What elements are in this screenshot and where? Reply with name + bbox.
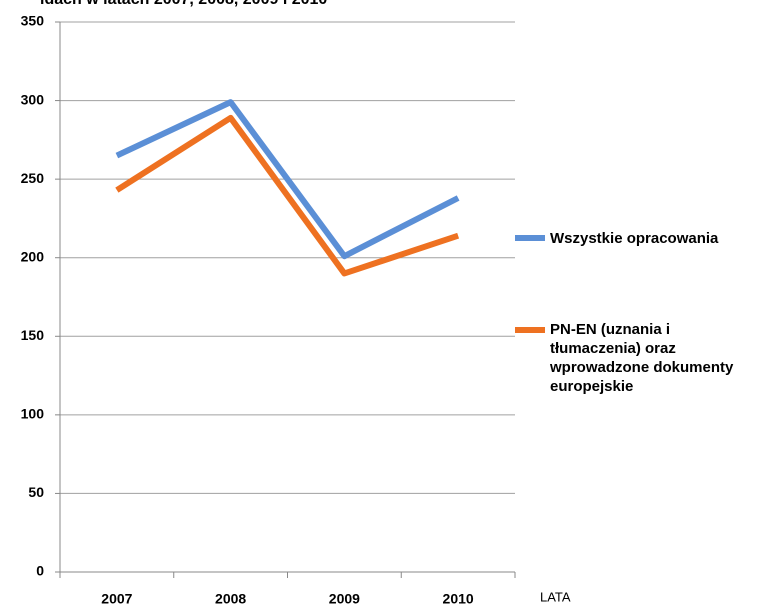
y-tick-label: 150 [21,327,45,343]
y-tick-label: 200 [21,248,45,264]
y-tick-label: 50 [28,484,44,500]
chart-title: idach w latach 2007, 2008, 2009 i 2010 [40,0,327,8]
x-tick-label: 2010 [443,591,474,607]
y-tick-label: 100 [21,406,45,422]
x-tick-label: 2008 [215,591,246,607]
y-tick-label: 0 [36,563,44,579]
series-line [115,99,460,260]
x-tick-label: 2007 [101,591,132,607]
legend-label: PN-EN (uznania i tłumaczenia) oraz wprow… [550,321,734,395]
series-line [115,114,460,277]
y-tick-label: 300 [21,91,45,107]
x-tick-label: 2009 [329,591,360,607]
x-axis-label: LATA [540,589,571,604]
legend-label: Wszystkie opracowania [550,230,719,247]
y-tick-label: 350 [21,13,45,29]
y-tick-label: 250 [21,170,45,186]
